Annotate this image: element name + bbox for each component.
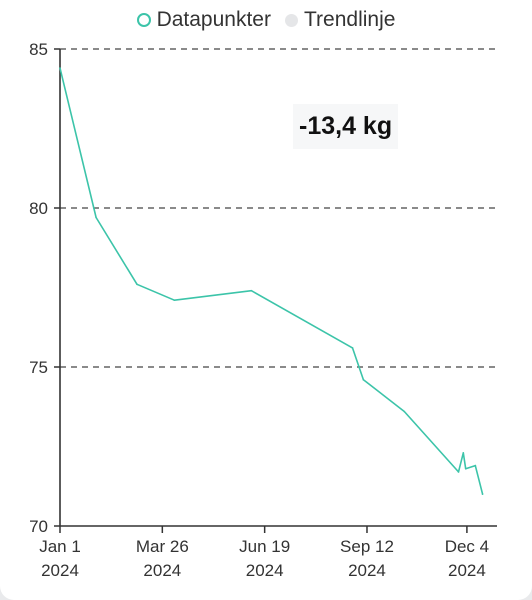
y-tick-label: 75: [29, 358, 48, 377]
data-point: [59, 67, 61, 69]
chart-legend: Datapunkter Trendlinje: [0, 8, 532, 32]
x-tick-label: Sep 12: [340, 537, 394, 556]
data-point: [403, 410, 406, 413]
data-point: [464, 467, 467, 470]
data-point: [457, 471, 460, 473]
y-tick-label: 70: [29, 517, 48, 536]
x-tick-label: Dec 4: [445, 537, 489, 556]
data-point: [362, 378, 365, 381]
series-line-datapunkter: [59, 67, 484, 495]
legend-label-datapunkter: Datapunkter: [156, 8, 271, 31]
data-point: [173, 299, 176, 302]
data-point: [462, 452, 465, 454]
y-tick-label: 85: [29, 40, 48, 59]
y-tick-label: 80: [29, 199, 48, 218]
data-point: [95, 216, 97, 219]
x-tick-year-label: 2024: [41, 561, 79, 580]
x-tick-year-label: 2024: [348, 561, 386, 580]
x-tick-year-label: 2024: [448, 561, 486, 580]
legend-item-trendlinje[interactable]: Trendlinje: [284, 8, 396, 32]
x-tick-label: Jan 1: [39, 537, 81, 556]
legend-item-datapunkter[interactable]: Datapunkter: [136, 8, 271, 32]
trendline-marker-icon: [284, 13, 298, 27]
data-point: [250, 289, 253, 292]
x-tick-label: Jun 19: [239, 537, 290, 556]
data-point: [136, 283, 138, 286]
x-tick-year-label: 2024: [143, 561, 181, 580]
data-point: [474, 464, 477, 467]
weight-change-summary: -13,4 kg: [293, 104, 399, 149]
data-point: [481, 493, 484, 496]
datapoint-marker-icon: [136, 13, 151, 27]
data-point: [351, 347, 354, 349]
x-tick-label: Mar 26: [136, 537, 189, 556]
x-tick-year-label: 2024: [246, 561, 284, 580]
legend-label-trendlinje: Trendlinje: [303, 8, 396, 31]
